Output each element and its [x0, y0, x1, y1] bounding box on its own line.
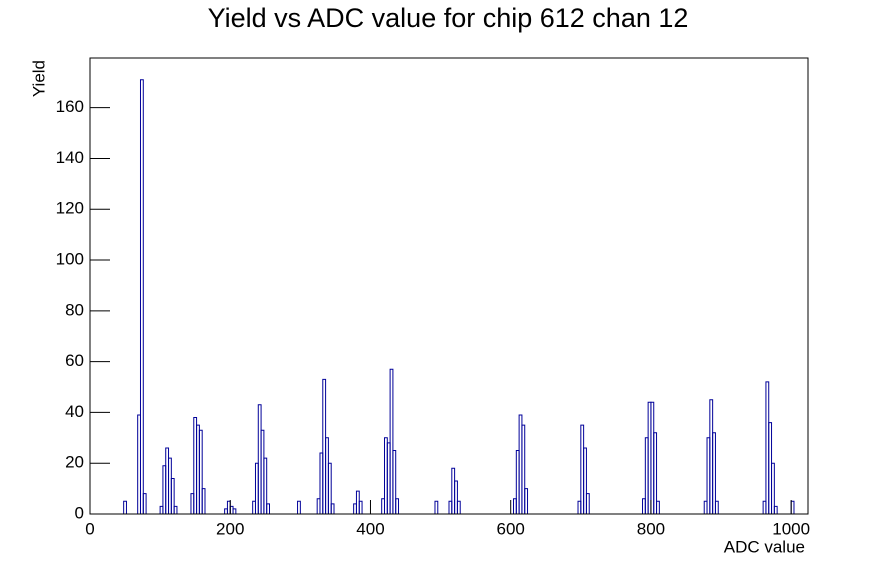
histogram-bin: [173, 505, 178, 514]
histogram-bin: [771, 462, 775, 514]
x-tick-label: 1000: [772, 519, 810, 538]
x-axis-label: ADC value: [724, 537, 805, 556]
histogram-bin: [656, 500, 660, 514]
histogram-bin: [521, 424, 526, 514]
x-tick-label: 400: [356, 519, 384, 538]
histogram-bin: [139, 79, 144, 514]
plot-frame: [89, 57, 809, 515]
y-tick-label: 0: [75, 503, 84, 522]
histogram-bin: [456, 500, 461, 514]
histogram-bin: [330, 503, 335, 514]
y-tick-label: 120: [56, 199, 84, 218]
histogram-bin: [358, 500, 363, 514]
x-tick-label: 800: [637, 519, 665, 538]
histogram-bin: [585, 493, 590, 514]
y-tick-label: 80: [65, 300, 84, 319]
y-tick-label: 160: [56, 97, 84, 116]
histogram-bin: [773, 505, 778, 514]
y-tick-label: 60: [65, 351, 84, 370]
histogram-bin: [232, 508, 237, 514]
x-tick-label: 0: [85, 519, 94, 538]
y-tick-label: 100: [56, 250, 84, 269]
histogram-bin: [142, 493, 147, 514]
y-tick-label: 20: [65, 453, 84, 472]
histogram-bin: [201, 488, 206, 514]
histogram-bin: [198, 429, 203, 514]
histogram-bin: [327, 462, 332, 514]
histogram-bin: [583, 447, 587, 514]
histogram-bin: [454, 480, 458, 514]
histogram-bin: [434, 500, 439, 514]
histogram-bin: [123, 500, 127, 514]
histogram-bin: [389, 368, 394, 514]
histogram-bin: [712, 432, 716, 514]
x-tick-label: 200: [216, 519, 244, 538]
histogram-bin: [392, 450, 397, 514]
x-tick-label: 600: [497, 519, 525, 538]
histogram-bin: [297, 500, 301, 514]
y-tick-label: 40: [65, 402, 84, 421]
histogram-bin: [170, 477, 175, 514]
histogram-bin: [263, 457, 268, 514]
histogram-bin: [266, 503, 270, 514]
chart-title: Yield vs ADC value for chip 612 chan 12: [208, 3, 689, 33]
histogram-bin: [524, 488, 529, 514]
y-axis-label: Yield: [29, 60, 48, 97]
histogram-bin: [714, 500, 719, 514]
y-tick-label: 140: [56, 148, 84, 167]
histogram-bin: [653, 432, 658, 514]
histogram-bin: [395, 498, 400, 514]
